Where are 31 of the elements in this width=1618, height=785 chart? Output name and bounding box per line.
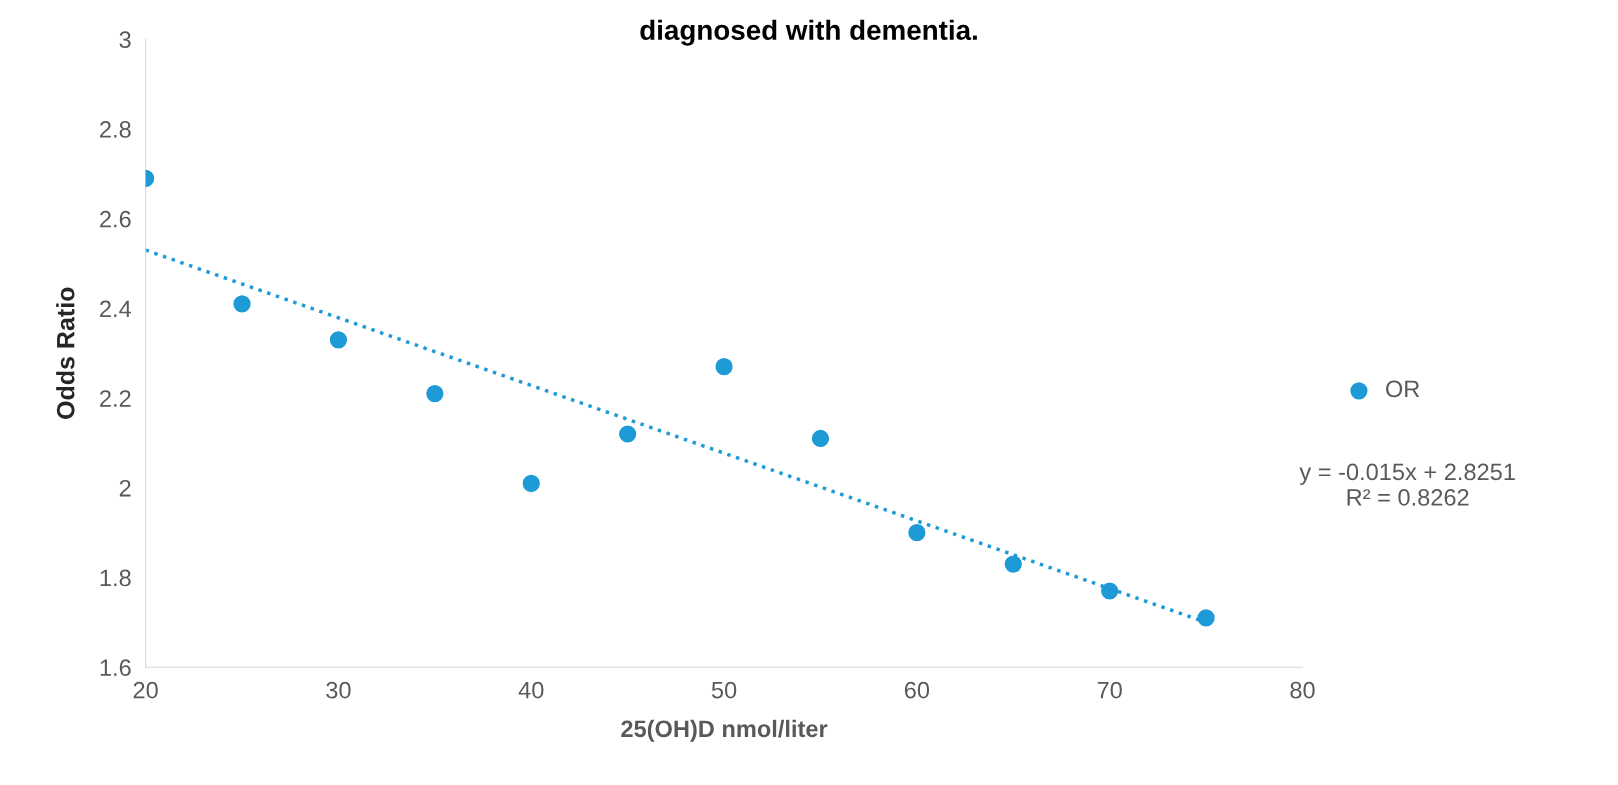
x-axis-title: 25(OH)D nmol/liter xyxy=(621,719,828,742)
y-tick-label: 2.4 xyxy=(100,300,132,317)
point xyxy=(426,385,444,403)
y-tick-label: 2.6 xyxy=(100,210,131,228)
x-tick-label: 30 xyxy=(326,681,351,699)
x-tick-label: 60 xyxy=(904,681,930,699)
y-axis-title: Odds Ratio xyxy=(56,287,75,419)
point xyxy=(715,358,733,376)
x-tick-label: 50 xyxy=(711,681,737,699)
x-tick-label: 70 xyxy=(1097,681,1122,699)
point xyxy=(1101,582,1119,600)
x-tick-label: 40 xyxy=(518,681,544,699)
point xyxy=(233,295,251,313)
point xyxy=(619,425,637,443)
y-tick-label: 1.6 xyxy=(100,659,131,677)
legend-label: OR xyxy=(1386,380,1420,398)
point xyxy=(908,524,926,542)
point xyxy=(811,429,830,448)
y-tick-label: 1.8 xyxy=(100,569,131,587)
point xyxy=(329,331,348,349)
point xyxy=(1197,609,1215,627)
x-tick-label: 80 xyxy=(1290,681,1315,699)
y-tick-label: 3 xyxy=(119,31,131,49)
x-tick-label: 20 xyxy=(133,681,158,699)
chart-title: diagnosed with dementia. xyxy=(640,19,977,46)
point xyxy=(1004,555,1022,573)
point xyxy=(522,474,540,492)
y-tick-label: 2.2 xyxy=(100,390,131,407)
annotation: y = -0.015x + 2.8251 R² = 0.8262 xyxy=(1299,463,1515,506)
y-tick-label: 2.8 xyxy=(100,121,131,138)
y-tick-label: 2 xyxy=(119,479,131,497)
